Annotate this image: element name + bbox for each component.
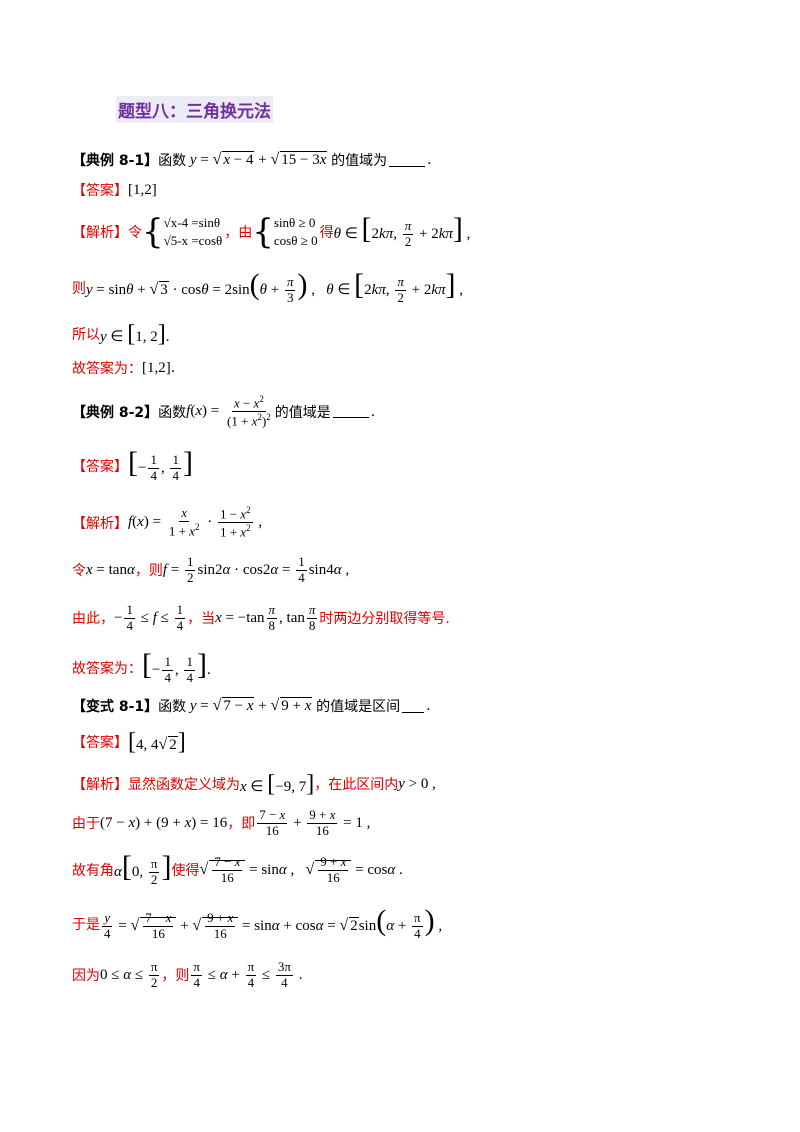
example-8-2-step: 令 x = tanα ，则 f = 1 2 sin2α · cos2α = 1 4 si… (72, 554, 350, 585)
formula: y = √ 7 − x + √ 9 + x (189, 697, 313, 714)
example-8-1-question: 【典例 8-1】 函数 y = √ x − 4 + √ 15 − 3x 的值域为 . (72, 151, 432, 169)
formula: α[0, π 2] (114, 850, 172, 888)
condition-system: sinθ ≥ 0 cosθ ≥ 0 (273, 215, 318, 249)
variant-8-1-question: 【变式 8-1】 函数 y = √ 7 − x + √ 9 + x 的值域是区间 . (72, 697, 431, 715)
question-text: 函数 (158, 153, 187, 169)
formula: y > 0 , (398, 775, 436, 792)
question-tail: 的值域是区间 (316, 699, 401, 715)
section-title: 题型八：三角换元法 (116, 96, 273, 123)
example-8-1-answer: 【答案】 [1,2] (72, 180, 157, 200)
variant-8-1-step1: 由于 (7 − x) + (9 + x) = 16 ，即 7 − x 16 + 9… (72, 807, 371, 838)
answer-tag: 【答案】 (72, 735, 128, 751)
formula: [− 1 4, 1 4]. (142, 648, 211, 686)
example-tag: 【典例 8-1】 (72, 153, 159, 169)
analysis-tag: 【解析】 (72, 515, 128, 532)
analysis-tag: 【解析】 (72, 777, 128, 793)
answer-value: [1,2] (128, 181, 157, 198)
formula: √ 7 − x 16 = sinα , √ 9 + x 16 = cosα . (199, 853, 403, 885)
answer-tag: 【答案】 (72, 183, 128, 199)
variant-tag: 【变式 8-1】 (72, 699, 159, 715)
example-8-1-final: 故答案为： [1,2]. (72, 359, 176, 378)
formula: y = √ x − 4 + √ 15 − 3x (189, 151, 328, 168)
formula: x = tanα (86, 561, 135, 578)
example-8-2-question: 【典例 8-2】 函数 f(x) = x − x2 (1 + x2)2 的值域是 … (72, 394, 376, 429)
answer-value: [4, 4√ 2] (128, 729, 186, 755)
variant-8-1-answer: 【答案】 [4, 4√ 2] (72, 730, 186, 754)
question-text: 函数 (158, 404, 187, 421)
analysis-tag: 【解析】 (72, 225, 128, 242)
answer-blank (402, 700, 425, 713)
formula: x = −tan π 8, tan π 8 (215, 602, 318, 633)
substitution-system: √x-4 =sinθ √5-x =cosθ (163, 215, 223, 249)
formula: y = sinθ + √ 3 · cosθ = 2sin(θ + π 3) , θ … (86, 268, 464, 306)
answer-tag: 【答案】 (72, 459, 128, 475)
example-8-1-analysis: 【解析】 令 { √x-4 =sinθ √5-x =cosθ ，由 { sinθ… (72, 212, 471, 253)
formula: (7 − x) + (9 + x) = 16 (100, 814, 228, 831)
question-tail: 的值域是 (274, 404, 331, 421)
example-8-2-answer: 【答案】 [− 1 4, 1 4] (72, 448, 193, 484)
formula: 7 − x 16 + 9 + x 16 = 1 , (257, 807, 371, 838)
answer-blank (389, 154, 426, 167)
example-8-1-step: 则 y = sinθ + √ 3 · cosθ = 2sin(θ + π 3) , … (72, 268, 464, 306)
example-8-2-final: 故答案为： [− 1 4, 1 4]. (72, 648, 211, 686)
formula: f = 1 2 sin2α · cos2α = 1 4 sin4α , (162, 554, 350, 585)
example-8-1-conclusion: 所以 y ∈ [1, 2]. (72, 321, 170, 347)
variant-8-1-step2: 故有角 α[0, π 2] 使得 √ 7 − x 16 = sinα , √ 9 + x… (72, 850, 403, 888)
question-tail: 的值域为 (331, 153, 388, 169)
formula: y ∈ [1, 2]. (100, 321, 170, 347)
answer-value: [− 1 4, 1 4] (128, 446, 193, 484)
question-text: 函数 (158, 699, 187, 715)
variant-8-1-analysis: 【解析】 显然函数定义域为 x ∈ [−9, 7] ，在此区间内 y > 0 , (72, 771, 436, 797)
formula: f(x) = x − x2 (1 + x2)2 (186, 394, 271, 429)
formula: x ∈ [−9, 7] (240, 771, 315, 797)
example-tag: 【典例 8-2】 (72, 404, 159, 421)
answer-blank (332, 405, 369, 419)
